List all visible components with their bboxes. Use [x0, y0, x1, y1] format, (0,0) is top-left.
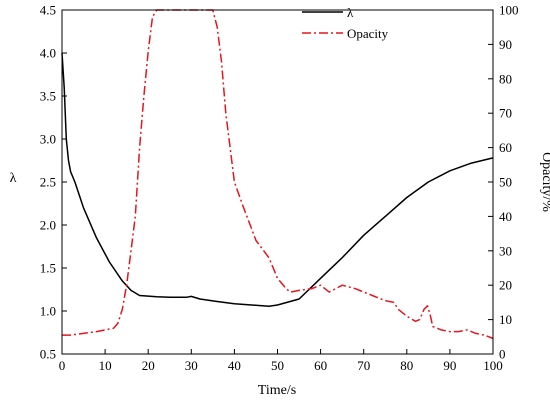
- y-left-tick-label: 3.5: [40, 89, 56, 104]
- y-left-tick-label: 4.5: [40, 3, 56, 18]
- y-right-tick-label: 40: [499, 209, 512, 224]
- y-right-tick-label: 30: [499, 243, 512, 258]
- y-right-axis-title: Opacity/%: [539, 152, 550, 212]
- y-left-tick-label: 4.0: [40, 46, 56, 61]
- x-tick-label: 20: [142, 358, 155, 373]
- y-right-tick-label: 70: [499, 106, 512, 121]
- y-left-tick-label: 2.5: [40, 175, 56, 190]
- y-right-tick-label: 60: [499, 140, 512, 155]
- x-tick-label: 90: [443, 358, 456, 373]
- x-tick-label: 80: [400, 358, 413, 373]
- legend-label-opacity: Opacity: [347, 26, 389, 41]
- x-tick-label: 50: [271, 358, 284, 373]
- y-right-tick-label: 90: [499, 37, 512, 52]
- x-tick-label: 70: [357, 358, 370, 373]
- x-tick-label: 60: [314, 358, 327, 373]
- x-tick-label: 40: [228, 358, 241, 373]
- y-left-tick-label: 3.0: [40, 132, 56, 147]
- y-left-axis-title: λ: [10, 171, 17, 186]
- y-left-tick-label: 1.0: [40, 304, 56, 319]
- y-left-tick-label: 1.5: [40, 261, 56, 276]
- y-left-tick-label: 2.0: [40, 218, 56, 233]
- y-right-tick-label: 20: [499, 278, 512, 293]
- x-tick-label: 10: [99, 358, 112, 373]
- series-line-lambda: [61, 52, 494, 308]
- x-axis-title: Time/s: [258, 383, 296, 398]
- y-right-tick-label: 100: [499, 3, 519, 18]
- x-tick-label: 30: [185, 358, 198, 373]
- y-left-tick-label: 0.5: [40, 347, 56, 362]
- x-tick-label: 100: [483, 358, 503, 373]
- y-right-tick-label: 50: [499, 175, 512, 190]
- legend: λ Opacity: [302, 5, 389, 41]
- y-right-tick-label: 0: [499, 347, 506, 362]
- series-line-opacity: [62, 9, 494, 340]
- y-right-tick-label: 10: [499, 312, 512, 327]
- axes: 0 10 20 30 40 50 60 70 80 90 1000.51.01.52.02.53.0…: [40, 3, 519, 374]
- legend-label-lambda: λ: [347, 5, 354, 20]
- plot-area: [61, 9, 494, 340]
- x-tick-label: 0: [59, 358, 66, 373]
- y-right-tick-label: 80: [499, 71, 512, 86]
